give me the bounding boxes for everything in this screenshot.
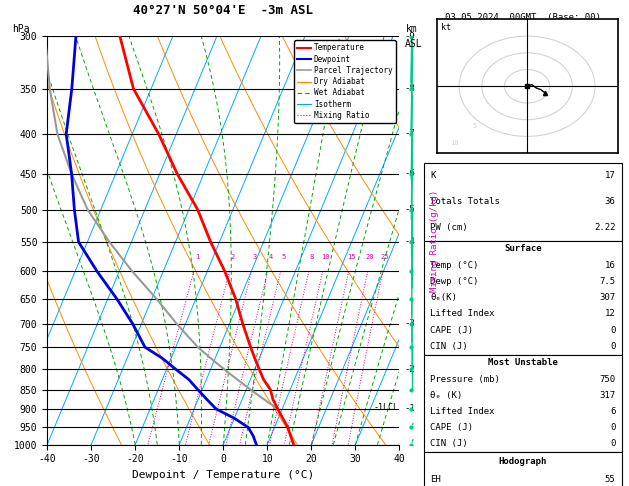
Text: -9: -9 [404, 32, 415, 41]
FancyBboxPatch shape [425, 355, 621, 452]
Text: -7: -7 [404, 129, 415, 139]
Text: Temp (°C): Temp (°C) [430, 260, 479, 270]
Text: 36: 36 [605, 197, 616, 206]
Text: 16: 16 [605, 260, 616, 270]
X-axis label: Dewpoint / Temperature (°C): Dewpoint / Temperature (°C) [132, 470, 314, 480]
Text: 55: 55 [605, 475, 616, 484]
Text: 0: 0 [610, 326, 616, 335]
Text: CIN (J): CIN (J) [430, 342, 468, 351]
Text: -1LCL: -1LCL [374, 402, 399, 412]
Text: -6: -6 [404, 170, 415, 178]
Text: CAPE (J): CAPE (J) [430, 423, 474, 432]
Text: ASL: ASL [404, 38, 422, 49]
Text: 4: 4 [269, 254, 272, 260]
Text: -3: -3 [404, 319, 415, 328]
Text: θₑ(K): θₑ(K) [430, 293, 457, 302]
Text: 2: 2 [230, 254, 235, 260]
Text: 3: 3 [252, 254, 257, 260]
Text: K: K [430, 171, 436, 180]
Text: 12: 12 [605, 310, 616, 318]
Text: 2.22: 2.22 [594, 223, 616, 232]
Text: -5: -5 [404, 205, 415, 214]
Text: kt: kt [441, 23, 451, 32]
FancyBboxPatch shape [425, 452, 621, 486]
Text: 5: 5 [281, 254, 286, 260]
Text: km: km [406, 24, 418, 34]
Text: -1: -1 [404, 404, 415, 414]
Text: Lifted Index: Lifted Index [430, 310, 495, 318]
Text: 10: 10 [450, 140, 459, 146]
Text: 5: 5 [473, 123, 477, 129]
FancyBboxPatch shape [425, 163, 621, 241]
Legend: Temperature, Dewpoint, Parcel Trajectory, Dry Adiabat, Wet Adiabat, Isotherm, Mi: Temperature, Dewpoint, Parcel Trajectory… [294, 40, 396, 123]
Text: -4: -4 [404, 238, 415, 246]
Text: Lifted Index: Lifted Index [430, 407, 495, 416]
Text: 8: 8 [309, 254, 314, 260]
Text: 20: 20 [366, 254, 374, 260]
Text: 1: 1 [195, 254, 199, 260]
Text: 03.05.2024  00GMT  (Base: 00): 03.05.2024 00GMT (Base: 00) [445, 13, 601, 22]
Text: θₑ (K): θₑ (K) [430, 391, 463, 400]
Text: CIN (J): CIN (J) [430, 439, 468, 449]
Text: 0: 0 [610, 439, 616, 449]
Text: 750: 750 [599, 375, 616, 383]
Text: hPa: hPa [13, 24, 30, 34]
Text: 0: 0 [610, 423, 616, 432]
Text: 307: 307 [599, 293, 616, 302]
Text: 40°27'N 50°04'E  -3m ASL: 40°27'N 50°04'E -3m ASL [133, 4, 313, 17]
Text: 317: 317 [599, 391, 616, 400]
Text: 10: 10 [321, 254, 330, 260]
Text: 15: 15 [347, 254, 355, 260]
Text: CAPE (J): CAPE (J) [430, 326, 474, 335]
Text: EH: EH [430, 475, 441, 484]
Text: 0: 0 [610, 342, 616, 351]
Text: PW (cm): PW (cm) [430, 223, 468, 232]
Text: 7.5: 7.5 [599, 277, 616, 286]
Text: -2: -2 [404, 364, 415, 374]
Text: Surface: Surface [504, 244, 542, 253]
Text: Hodograph: Hodograph [499, 457, 547, 466]
Text: Most Unstable: Most Unstable [488, 358, 558, 367]
Text: 6: 6 [610, 407, 616, 416]
Text: Dewp (°C): Dewp (°C) [430, 277, 479, 286]
Text: 25: 25 [381, 254, 389, 260]
Text: Mixing Ratio (g/kg): Mixing Ratio (g/kg) [430, 190, 438, 292]
Text: Totals Totals: Totals Totals [430, 197, 500, 206]
Text: 17: 17 [605, 171, 616, 180]
Text: -8: -8 [404, 84, 415, 93]
Text: Pressure (mb): Pressure (mb) [430, 375, 500, 383]
FancyBboxPatch shape [425, 241, 621, 355]
